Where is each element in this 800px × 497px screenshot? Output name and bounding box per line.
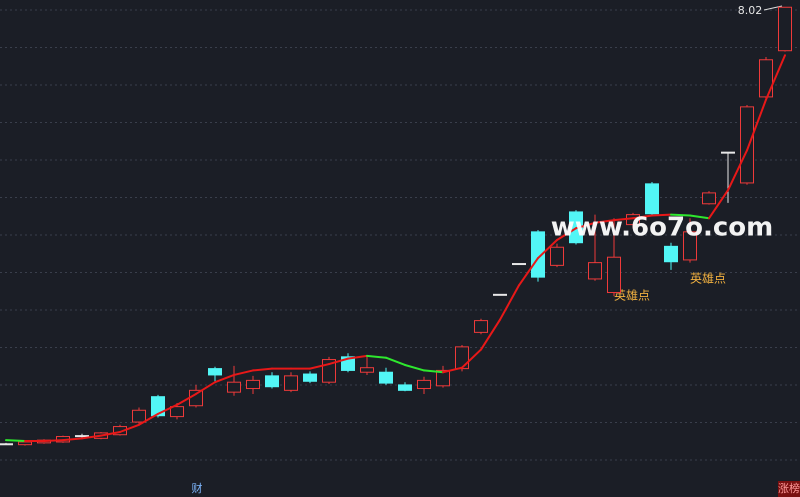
candle-body [759,59,773,98]
candle-body [189,389,203,407]
candle-body [588,262,602,280]
candle-body [531,231,545,278]
annotation: 8.02 [738,4,763,17]
ma-segment [423,369,444,374]
ma-segment [309,363,330,370]
annotation-arrow [763,5,783,11]
candle-body [208,368,222,376]
watermark: www.6o7o.com [551,213,773,243]
ma-segment [613,217,634,222]
ma-segment [43,439,64,443]
ma-segment [157,403,178,415]
ma-segment [62,437,83,442]
candle-body [550,246,564,266]
candle-body [607,256,621,294]
candle-body [265,375,279,388]
candle-body [0,443,13,446]
candle-body [303,373,317,382]
ma-segment [347,354,368,360]
ma-segment [252,367,273,372]
candle-body [493,293,507,296]
ma-segment [328,357,349,366]
ma-segment [366,354,387,359]
candle-body [170,406,184,418]
ma-segment [518,257,539,287]
ma-segment [119,423,140,433]
ma-segment [5,439,26,443]
candle-body [645,183,659,215]
ma-segment [385,356,406,366]
ma-segment [537,239,558,260]
candle-body [151,396,165,417]
candle-body [455,346,469,370]
candle-body [246,379,260,390]
candle-body [18,441,32,446]
ma-segment [670,213,691,217]
candle-body [113,426,127,436]
grid [0,9,800,461]
ma-segment [689,214,710,220]
ma-segment [632,214,653,220]
candle-body [360,367,374,373]
annotation: 英雄点 [690,271,726,286]
ma-segment [765,54,786,101]
candle-body [417,379,431,390]
ma-segment [195,381,216,395]
candle-body [379,371,393,384]
footer-label: 涨榜 [778,481,800,495]
ma-segment [499,284,520,321]
candle-body [75,435,89,438]
ma-segment [556,227,577,241]
candle-body [284,375,298,391]
ma-segment [176,392,197,406]
ma-segment [651,213,672,217]
ma-segment [81,434,102,440]
ma-segment [461,348,482,369]
ma-segment [480,318,501,351]
annotation: 英雄点 [614,288,650,303]
ma-segment [708,189,729,220]
candle-body [512,263,526,266]
ma-segment [594,219,615,224]
candle-body [683,231,697,261]
ma-segment [214,373,235,384]
candle-body [398,384,412,391]
ma-segment [442,366,463,374]
ma-segment [233,369,254,376]
ma-segment [138,412,159,426]
candle-body [702,192,716,205]
candle-body [474,320,488,333]
candle-body [740,106,754,184]
ma-segment [575,221,596,230]
candle-body [778,6,792,52]
ma-segment [746,98,767,152]
candle-body [227,381,241,393]
candle-body [664,245,678,263]
footer-badge [778,481,800,497]
candle-body [132,409,146,423]
ma-segment [727,149,748,192]
candle-body [721,151,735,154]
footer-label: 财 [192,481,203,495]
candle-body [436,369,450,387]
ma-segment [404,363,425,372]
ma-segment [100,431,121,437]
